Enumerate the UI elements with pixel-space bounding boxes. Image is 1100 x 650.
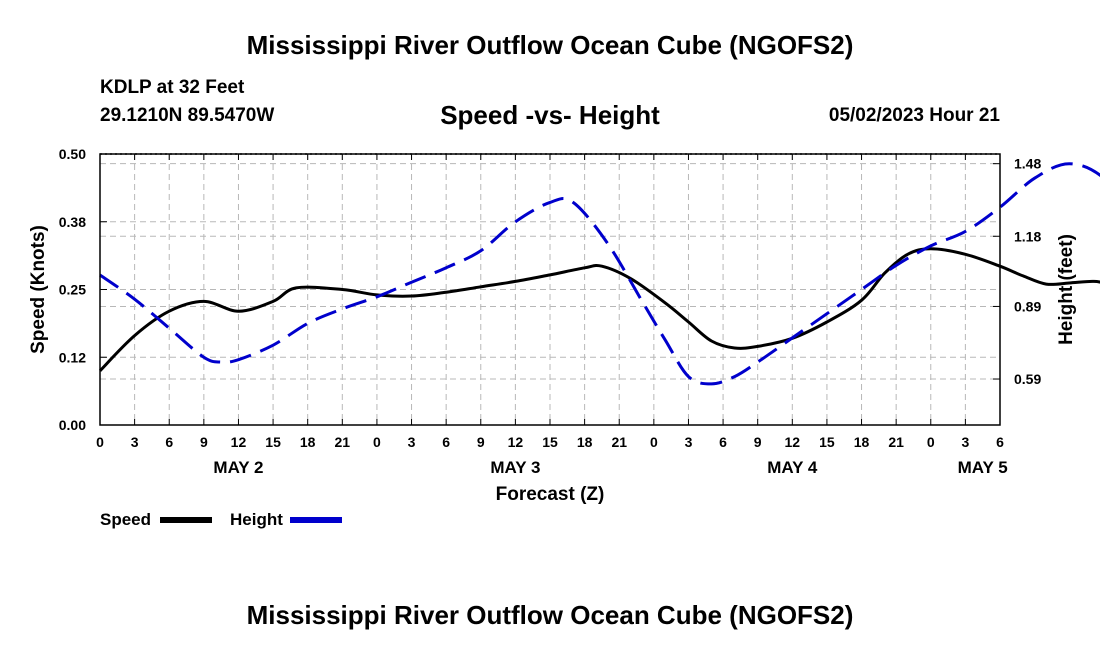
x-tick-label: 3 [685,434,693,450]
y-left-tick-label: 0.12 [59,349,86,365]
x-tick-label: 21 [335,434,351,450]
x-tick-label: 21 [611,434,627,450]
x-tick-label: 12 [231,434,247,450]
x-tick-label: 18 [854,434,870,450]
y-right-axis-title: Height (feet) [1056,234,1077,345]
x-tick-label: 0 [373,434,381,450]
legend-height-label: Height [230,510,283,529]
y-left-tick-label: 0.25 [59,282,86,298]
series-height-line [99,162,1100,386]
x-tick-label: 18 [300,434,316,450]
axes: 0 3 6 9 12 15 18 21 0 3 6 9 12 15 18 21 0 3 6 9 12 15 18 21 0 3 6 0… [28,146,1077,505]
x-tick-label: 18 [577,434,593,450]
y-right-tick-label: 1.48 [1014,156,1041,172]
day-label: MAY 3 [490,458,540,477]
day-label: MAY 5 [958,458,1008,477]
x-tick-label: 3 [408,434,416,450]
x-tick-label: 15 [265,434,281,450]
y-left-axis-title: Speed (Knots) [28,225,49,354]
x-tick-label: 9 [477,434,485,450]
x-tick-label: 3 [961,434,969,450]
x-tick-label: 6 [442,434,450,450]
x-tick-label: 15 [819,434,835,450]
day-label: MAY 4 [767,458,818,477]
y-left-tick-label: 0.00 [59,417,86,433]
x-tick-label: 9 [754,434,762,450]
x-tick-label: 0 [96,434,104,450]
footer-title: Mississippi River Outflow Ocean Cube (NG… [246,600,854,630]
x-tick-label: 15 [542,434,558,450]
series-layer [98,162,1100,386]
y-right-tick-label: 0.89 [1014,298,1041,314]
y-right-tick-label: 0.59 [1014,371,1041,387]
legend: Speed Height [100,510,342,529]
y-right-tick-label: 1.18 [1014,228,1041,244]
x-axis-title: Forecast (Z) [496,484,605,505]
station-name: KDLP at 32 Feet [100,77,245,98]
x-tick-label: 12 [508,434,524,450]
series-speed-line [98,247,1100,372]
y-left-tick-label: 0.38 [59,214,86,230]
chart-title: Speed -vs- Height [440,100,660,130]
station-coordinates: 29.1210N 89.5470W [100,105,275,126]
y-left-tick-label: 0.50 [59,146,86,162]
x-tick-label: 0 [927,434,935,450]
grid [100,154,1000,425]
x-tick-label: 6 [996,434,1004,450]
main-title: Mississippi River Outflow Ocean Cube (NG… [246,30,854,60]
run-time: 05/02/2023 Hour 21 [828,105,1000,126]
x-tick-label: 9 [200,434,208,450]
day-label: MAY 2 [213,458,263,477]
x-tick-label: 12 [785,434,801,450]
x-tick-label: 3 [131,434,139,450]
x-tick-label: 6 [719,434,727,450]
legend-speed-label: Speed [100,510,151,529]
x-tick-label: 6 [165,434,173,450]
x-tick-label: 21 [888,434,904,450]
x-tick-label: 0 [650,434,658,450]
